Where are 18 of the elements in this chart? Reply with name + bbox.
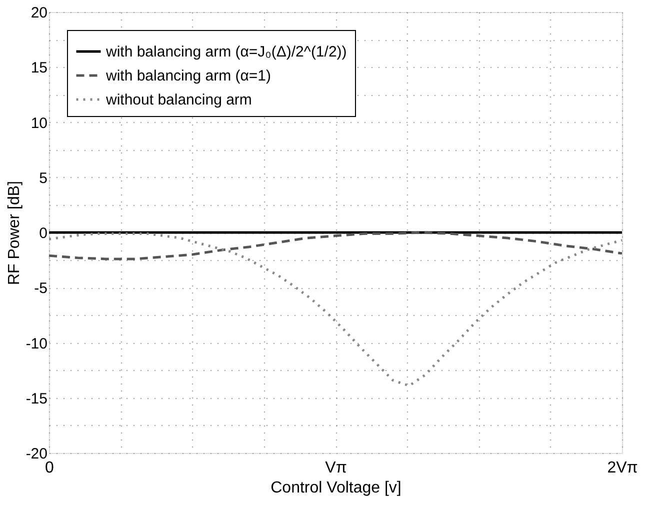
x-tick-label: 2Vπ [607,460,638,476]
y-tick-label: 5 [39,170,48,187]
line-series [48,232,624,387]
y-tick-label: -20 [26,446,48,462]
y-tick-label: 15 [30,60,48,77]
line-series [48,231,624,260]
legend-label: with balancing arm (α=J₀(Δ)/2^(1/2)) [105,44,347,60]
y-tick-label: 0 [39,225,48,242]
y-tick-label: -5 [34,280,48,298]
y-tick-label: 10 [30,114,48,132]
x-tick-label: Vπ [325,460,347,476]
x-axis-title: Control Voltage [v] [270,480,402,496]
y-tick-label: -15 [26,390,48,408]
y-tick-label: 20 [30,4,48,22]
legend-label: with balancing arm (α=1) [105,68,271,84]
y-axis-title: RF Power [dB] [6,180,23,286]
legend-label: without balancing arm [105,92,252,108]
y-tick-label: -10 [26,335,48,352]
